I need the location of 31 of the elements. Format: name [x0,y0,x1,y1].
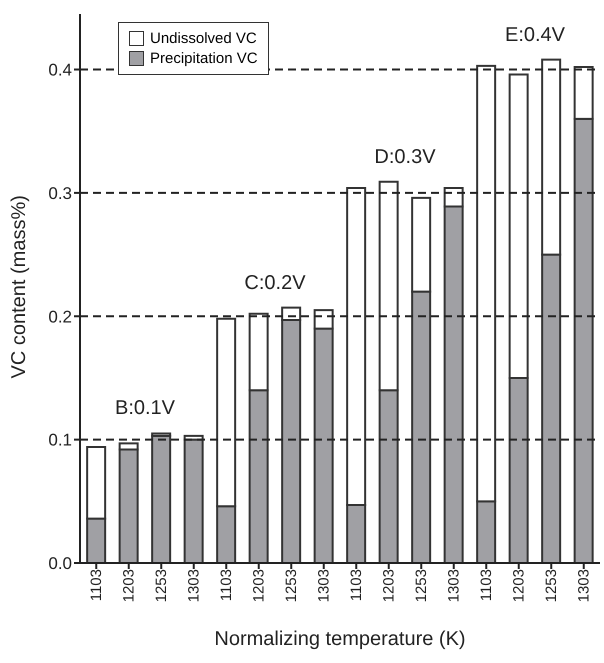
y-tick-label: 0.1 [48,430,72,450]
x-axis-title: Normalizing temperature (K) [214,628,466,650]
x-tick-label: 1253 [152,569,170,602]
x-tick-label: 1103 [478,569,495,602]
legend-label: Precipitation VC [150,50,258,67]
y-tick-label: 0.2 [48,307,72,326]
annotation: C:0.2V [244,272,306,294]
x-tick-label: 1303 [445,569,462,602]
y-axis-title: VC content (mass%) [8,195,30,378]
y-tick-label: 0.3 [48,184,72,203]
x-tick-label: 1203 [380,569,398,602]
x-tick-label: 1303 [575,569,592,602]
annotation: B:0.1V [114,397,176,420]
bar [184,438,204,563]
y-tick-label: 0.0 [48,554,72,574]
x-tick-label: 1203 [250,569,268,602]
bar [151,434,172,563]
legend-label: Undissolved VC [150,30,257,47]
y-tick-label: 0.4 [48,60,72,80]
x-tick-label: 1303 [315,569,332,602]
x-tick-label: 1103 [88,569,105,602]
x-tick-label: 1253 [282,569,300,602]
x-tick-label: 1253 [542,569,560,602]
x-tick-label: 1203 [120,569,138,602]
annotation: D:0.3V [374,146,436,168]
x-tick-label: 1203 [510,569,528,602]
x-tick-label: 1103 [348,569,365,602]
x-tick-label: 1253 [412,569,430,602]
x-tick-label: 1303 [185,569,202,602]
x-tick-label: 1103 [218,569,235,602]
annotation: E:0.4V [504,24,566,46]
